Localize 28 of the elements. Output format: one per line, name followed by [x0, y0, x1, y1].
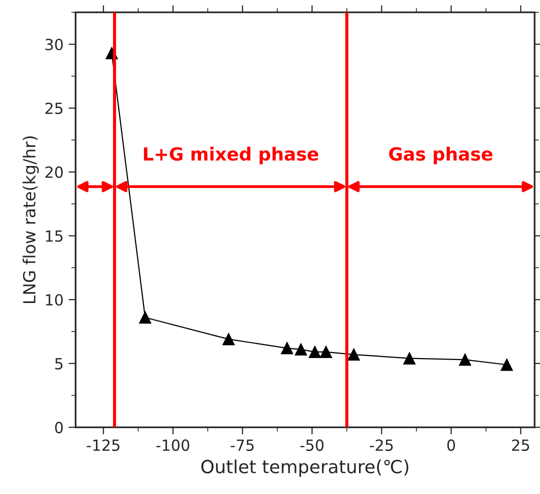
y-tick-label: 20 — [45, 166, 63, 178]
y-tick-label: 30 — [46, 38, 63, 50]
y-tick-label: 25 — [45, 102, 62, 114]
point — [500, 358, 513, 371]
point — [280, 342, 294, 354]
point — [139, 311, 152, 324]
point — [222, 333, 235, 346]
y-tick-label: 5 — [55, 358, 62, 370]
x-tick-label: -25 — [370, 439, 393, 451]
point — [458, 354, 472, 366]
x-axis-title: Outlet temperature(℃) — [201, 459, 408, 477]
x-tick-label: -100 — [156, 439, 190, 451]
x-tick-label: -50 — [300, 439, 324, 451]
x-tick-label: 0 — [447, 439, 455, 451]
x-tick-label: -125 — [86, 439, 120, 451]
point — [348, 348, 360, 361]
point — [320, 346, 332, 358]
annotation: Gas phase — [389, 146, 492, 164]
point — [403, 352, 416, 364]
y-axis-title: LNG flow rate(kg/hr) — [22, 136, 39, 304]
point — [294, 343, 308, 356]
x-tick-label: -75 — [230, 440, 254, 451]
y-tick-label: 15 — [46, 230, 62, 242]
annotation: L+G mixed phase — [144, 146, 318, 164]
y-tick-label: 10 — [46, 294, 63, 306]
x-tick-label: 25 — [512, 439, 530, 451]
y-tick-label: 0 — [55, 422, 63, 434]
point — [308, 346, 321, 358]
